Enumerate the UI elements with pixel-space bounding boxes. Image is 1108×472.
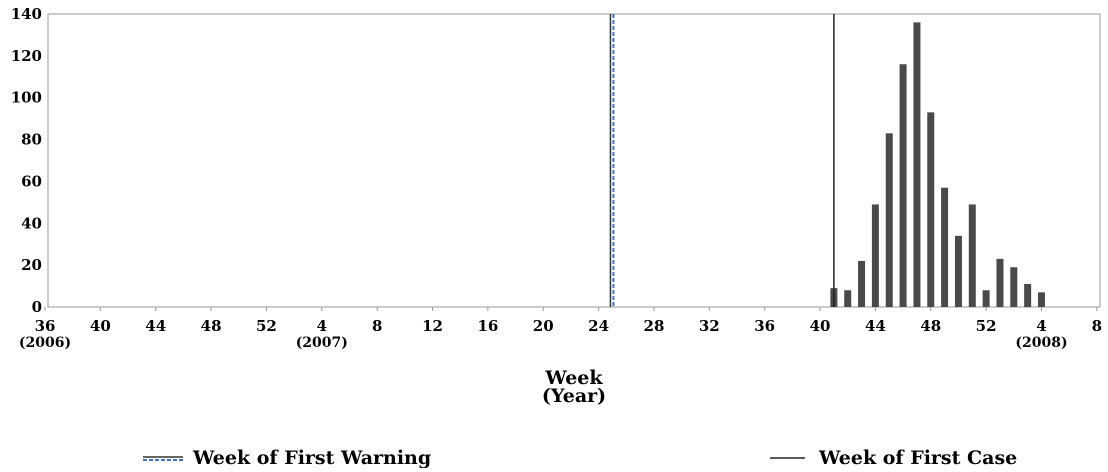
x-tick-label: 32: [699, 317, 720, 335]
bar: [941, 187, 949, 307]
y-tick-label: 0: [32, 298, 42, 316]
bar: [1037, 292, 1045, 307]
y-tick-label: 100: [11, 89, 42, 107]
x-tick-label: 36: [35, 317, 56, 335]
bar: [1010, 267, 1018, 307]
x-tick-year-label: (2006): [19, 335, 71, 351]
bar: [954, 235, 962, 307]
bar: [1024, 283, 1032, 307]
bar: [982, 290, 990, 307]
legend-warning-label: Week of First Warning: [192, 447, 431, 468]
bar: [913, 22, 921, 307]
bar: [871, 204, 879, 307]
bar: [899, 64, 907, 307]
x-tick-label: 24: [588, 317, 609, 335]
bar: [927, 112, 935, 307]
bar: [968, 204, 976, 307]
legend-case-label: Week of First Case: [818, 447, 1017, 468]
x-axis-title: Week: [544, 367, 603, 389]
bar: [885, 133, 893, 307]
bar: [858, 260, 866, 307]
x-tick-label: 40: [810, 317, 831, 335]
bar: [996, 258, 1004, 307]
x-tick-label: 36: [754, 317, 775, 335]
x-tick-label: 44: [865, 317, 886, 335]
y-tick-label: 120: [11, 47, 42, 65]
x-tick-label: 4: [1036, 317, 1046, 335]
y-tick-label: 60: [21, 172, 42, 190]
y-tick-label: 140: [11, 5, 42, 23]
x-tick-year-label: (2007): [296, 335, 348, 351]
x-tick-label: 48: [920, 317, 941, 335]
x-tick-label: 16: [477, 317, 498, 335]
bar: [844, 290, 852, 307]
x-tick-label: 8: [1092, 317, 1102, 335]
plot-frame: [47, 13, 1101, 308]
x-tick-year-label: (2008): [1015, 335, 1067, 351]
x-tick-label: 28: [644, 317, 665, 335]
x-tick-label: 48: [201, 317, 222, 335]
x-tick-label: 52: [976, 317, 997, 335]
x-tick-label: 20: [533, 317, 554, 335]
y-tick-label: 80: [21, 131, 42, 149]
y-tick-label: 40: [21, 214, 42, 232]
x-tick-label: 44: [145, 317, 166, 335]
x-tick-label: 52: [256, 317, 277, 335]
y-tick-label: 20: [21, 256, 42, 274]
x-tick-label: 8: [372, 317, 382, 335]
x-axis-subtitle: (Year): [542, 385, 606, 407]
x-tick-label: 40: [90, 317, 111, 335]
x-tick-label: 4: [317, 317, 327, 335]
x-tick-label: 12: [422, 317, 443, 335]
